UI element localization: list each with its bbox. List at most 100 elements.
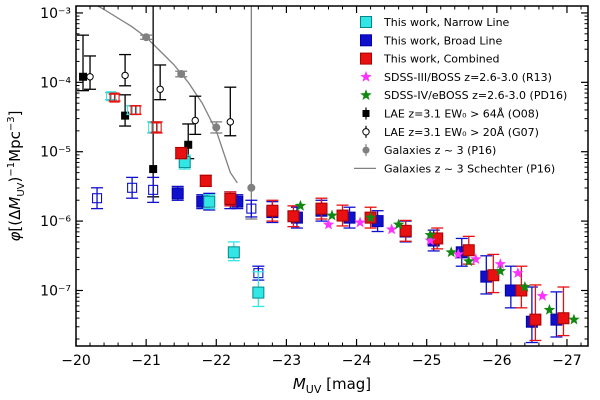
star-point — [494, 258, 507, 269]
schechter-curve — [96, 6, 238, 184]
legend-label: Galaxies z ~ 3 Schechter (P16) — [384, 162, 555, 175]
square-point — [529, 313, 542, 326]
square-point — [224, 192, 237, 205]
square-point — [199, 174, 212, 187]
x-tick-label: −26 — [482, 353, 512, 369]
x-tick-label: −23 — [272, 353, 302, 369]
circle-point — [121, 71, 129, 80]
legend: This work, Narrow Line This work, Broad L… — [354, 16, 567, 175]
data-layer — [77, 0, 580, 344]
square-point — [227, 246, 240, 259]
star-point — [463, 255, 475, 267]
x-tick-label: −21 — [131, 353, 161, 369]
star-point — [385, 223, 398, 235]
series-0 — [96, 6, 238, 184]
square-point — [79, 72, 88, 81]
star-point — [519, 281, 531, 292]
plot-frame — [75, 5, 589, 347]
ticks-layer: −20 −21 −22 −23 −24 −25 −26 −27 10⁻³ 10⁻⁴ 10⁻⁵ 10⁻⁶… — [40, 6, 588, 369]
legend-marker — [360, 89, 372, 101]
star-point — [392, 218, 405, 230]
star-point — [424, 228, 436, 240]
series-7 — [322, 216, 549, 301]
y-tick-label: 10⁻⁵ — [40, 145, 71, 161]
legend-marker — [360, 70, 372, 82]
square-point — [184, 140, 193, 149]
legend-label: SDSS-IV/eBOSS z=2.6-3.0 (PD16) — [384, 89, 567, 102]
square-point — [121, 111, 130, 120]
star-point — [568, 313, 580, 325]
star-point — [424, 234, 436, 246]
square-point — [487, 269, 500, 282]
series-4 — [91, 176, 563, 344]
x-tick-label: −24 — [342, 353, 372, 369]
star-point — [294, 199, 307, 211]
y-tick-label: 10⁻³ — [40, 6, 71, 22]
hollow-square-point — [151, 122, 162, 133]
legend-marker — [362, 146, 370, 154]
circle-point — [177, 70, 186, 78]
circle-point — [247, 183, 256, 192]
square-point — [504, 284, 517, 297]
square-point — [399, 224, 412, 237]
square-point — [203, 195, 216, 208]
circle-point — [108, 0, 115, 4]
legend-marker — [360, 34, 372, 47]
hollow-square-point — [109, 92, 120, 103]
legend-marker — [360, 16, 372, 28]
x-axis-title: MUV [mag] — [293, 375, 371, 396]
star-point — [494, 265, 507, 276]
star-point — [364, 211, 377, 223]
series-1 — [108, 0, 258, 220]
square-point — [266, 204, 279, 217]
square-point — [315, 202, 328, 215]
x-tick-label: −22 — [202, 353, 232, 369]
star-point — [470, 253, 482, 265]
square-point — [252, 286, 265, 299]
hollow-square-point — [91, 193, 103, 204]
hollow-square-point — [148, 184, 159, 195]
circle-point — [212, 123, 221, 132]
square-point — [336, 209, 349, 222]
legend-label: LAE z=3.1 EW₀ > 20Å (G07) — [384, 126, 539, 139]
star-point — [512, 267, 524, 278]
x-tick-label: −20 — [61, 353, 91, 369]
x-tick-label: −25 — [412, 353, 442, 369]
star-point — [354, 216, 366, 228]
circle-point — [156, 85, 164, 93]
square-point — [557, 312, 570, 325]
circle-point — [226, 118, 235, 126]
circle-point — [191, 116, 199, 125]
legend-marker — [362, 110, 370, 117]
y-tick-label: 10⁻⁷ — [40, 283, 71, 299]
x-tick-label: −27 — [552, 353, 582, 369]
hollow-square-point — [246, 203, 257, 214]
legend-label: This work, Broad Line — [383, 34, 503, 47]
series-3 — [84, 53, 237, 137]
series-8 — [294, 199, 580, 325]
legend-marker — [360, 52, 372, 65]
y-tick-label: 10⁻⁶ — [40, 214, 71, 230]
star-point — [536, 290, 549, 301]
legend-label: SDSS-III/BOSS z=2.6-3.0 (R13) — [384, 71, 552, 84]
hollow-square-point — [127, 182, 138, 193]
square-point — [462, 244, 475, 257]
star-point — [322, 218, 335, 230]
star-point — [326, 209, 338, 221]
square-point — [287, 210, 300, 223]
hollow-square-point — [130, 105, 141, 116]
square-point — [149, 165, 158, 174]
legend-label: This work, Narrow Line — [383, 16, 510, 29]
y-tick-label: 10⁻⁴ — [40, 75, 71, 91]
legend-label: This work, Combined — [383, 53, 499, 66]
star-point — [445, 246, 457, 258]
circle-point — [142, 33, 151, 42]
y-axis-title: φ[(ΔMUV)−1Mpc−3] — [6, 111, 27, 242]
star-point — [543, 303, 556, 315]
circle-point — [86, 73, 94, 81]
square-point — [175, 147, 188, 160]
star-point — [452, 248, 464, 260]
square-point — [171, 187, 184, 200]
legend-label: LAE z=3.1 EW₀ > 64Å (O08) — [384, 108, 539, 121]
